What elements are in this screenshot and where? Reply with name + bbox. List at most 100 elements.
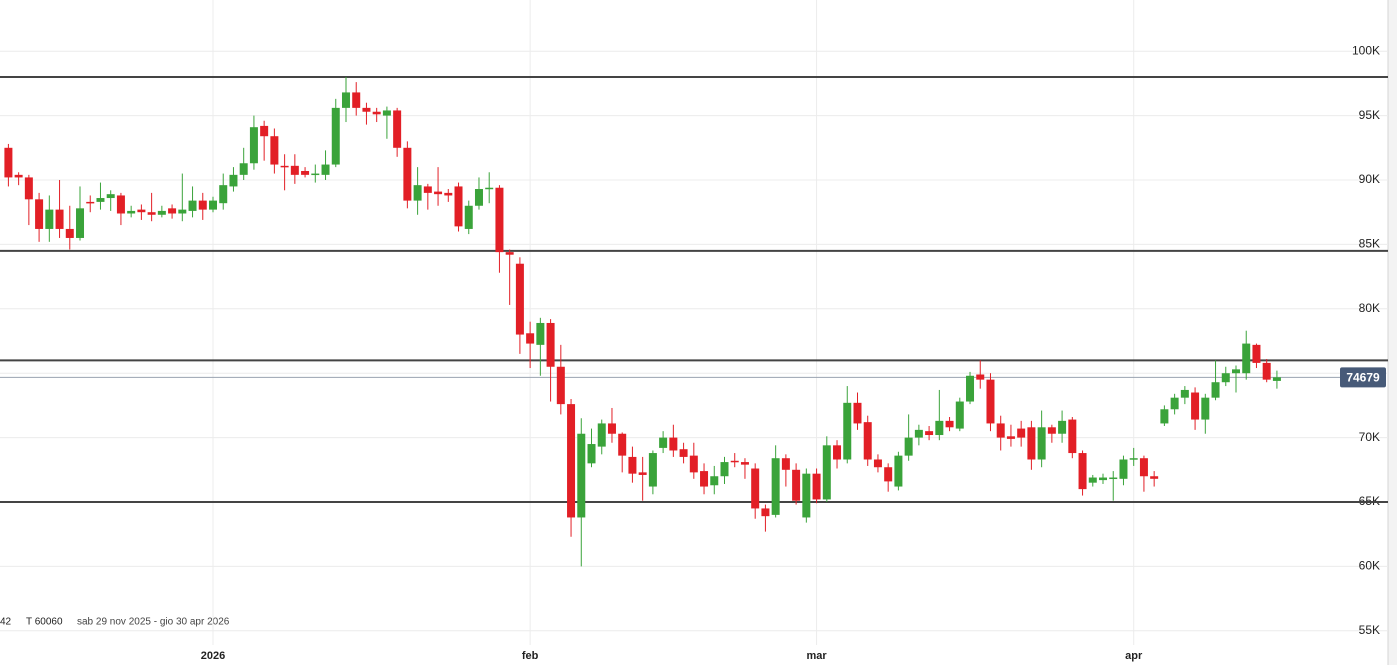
candle-body <box>1211 382 1220 398</box>
candle-body <box>147 212 156 215</box>
candle-body <box>822 445 831 500</box>
candle-body <box>45 209 54 229</box>
candle-body <box>198 200 207 210</box>
candle-body <box>1191 392 1200 420</box>
candle-body <box>1109 477 1118 480</box>
candle-body <box>669 437 678 451</box>
candle-body <box>116 195 125 214</box>
candle-body <box>393 110 402 148</box>
info-count: 42 <box>0 617 12 628</box>
candle-body <box>843 402 852 460</box>
candle-body <box>618 433 627 456</box>
candle-body <box>1242 343 1251 374</box>
candle-body <box>955 401 964 429</box>
candle-body <box>996 423 1005 438</box>
candle-body <box>700 471 709 487</box>
candle-body <box>720 462 729 477</box>
candle-body <box>382 110 391 116</box>
candle-body <box>1232 369 1240 374</box>
candle-body <box>914 429 923 438</box>
y-tick-label: 85K <box>1359 237 1380 251</box>
candle-body <box>925 431 934 436</box>
candle-body <box>76 208 85 238</box>
candle-body <box>679 449 688 457</box>
candle-body <box>35 199 44 229</box>
candle-body <box>1006 436 1015 439</box>
candle-body <box>689 455 698 473</box>
candle-body <box>423 186 432 193</box>
candle-body <box>597 423 606 447</box>
candle-body <box>485 187 494 190</box>
candle-body <box>86 201 95 204</box>
candle-body <box>270 136 279 165</box>
candle-body <box>1047 427 1056 434</box>
candle-body <box>904 437 913 456</box>
candle-body <box>464 205 473 229</box>
candle-body <box>792 469 801 501</box>
candle-body <box>945 420 954 428</box>
candle-body <box>290 165 299 175</box>
candle-body <box>761 508 770 517</box>
candle-body <box>781 458 790 470</box>
candle-body <box>127 210 136 214</box>
candle-body <box>229 174 238 187</box>
x-tick-label: feb <box>522 650 539 662</box>
candle-body <box>188 200 197 211</box>
candle-body <box>321 164 330 175</box>
candle-body <box>853 402 862 424</box>
candle-body <box>628 456 637 474</box>
candle-body <box>1058 420 1067 434</box>
candle-body <box>209 200 217 210</box>
scrollbar <box>1388 0 1397 665</box>
candle-body <box>1170 397 1179 410</box>
candle-body <box>413 185 422 201</box>
candle-body <box>1221 373 1230 383</box>
candle-body <box>986 379 995 424</box>
candle-body <box>403 147 412 201</box>
candle-body <box>178 209 187 214</box>
info-trades: T 60060 <box>26 617 63 628</box>
candle-body <box>710 476 719 486</box>
candle-body <box>280 165 289 168</box>
candle-body <box>873 459 882 468</box>
candle-body <box>444 192 453 196</box>
candle-body <box>24 177 33 200</box>
candle-body <box>1027 427 1036 460</box>
candle-body <box>1068 419 1077 454</box>
candle-body <box>1037 427 1046 460</box>
candle-body <box>546 322 555 367</box>
candle-body <box>567 404 576 518</box>
candle-body <box>1119 459 1128 479</box>
candle-body <box>659 437 668 448</box>
candle-body <box>372 111 381 115</box>
candle-body <box>1252 344 1261 363</box>
y-tick-label: 60K <box>1359 559 1380 573</box>
candle-body <box>474 189 483 206</box>
candle-body <box>556 366 565 405</box>
candle-body <box>1088 477 1097 483</box>
candle-body <box>771 458 780 515</box>
candle-body <box>157 210 166 215</box>
candle-body <box>14 174 23 178</box>
candle-body <box>976 374 985 380</box>
candle-body <box>935 420 944 436</box>
y-tick-label: 90K <box>1359 172 1380 186</box>
candle-body <box>1201 397 1210 420</box>
x-tick-label: mar <box>806 650 827 662</box>
candle-body <box>137 209 146 213</box>
x-tick-label: apr <box>1125 650 1143 662</box>
candle-body <box>526 333 535 344</box>
candle-body <box>434 191 443 195</box>
candle-body <box>587 444 596 464</box>
candle-body <box>341 92 350 108</box>
candle-body <box>362 107 371 112</box>
candle-body <box>168 208 177 214</box>
candle-body <box>577 433 586 518</box>
candle-body <box>638 472 647 475</box>
candle-body <box>1150 476 1159 479</box>
candle-body <box>863 422 872 460</box>
candle-body <box>812 473 821 500</box>
candle-body <box>1160 409 1169 424</box>
candle-body <box>1129 458 1138 460</box>
